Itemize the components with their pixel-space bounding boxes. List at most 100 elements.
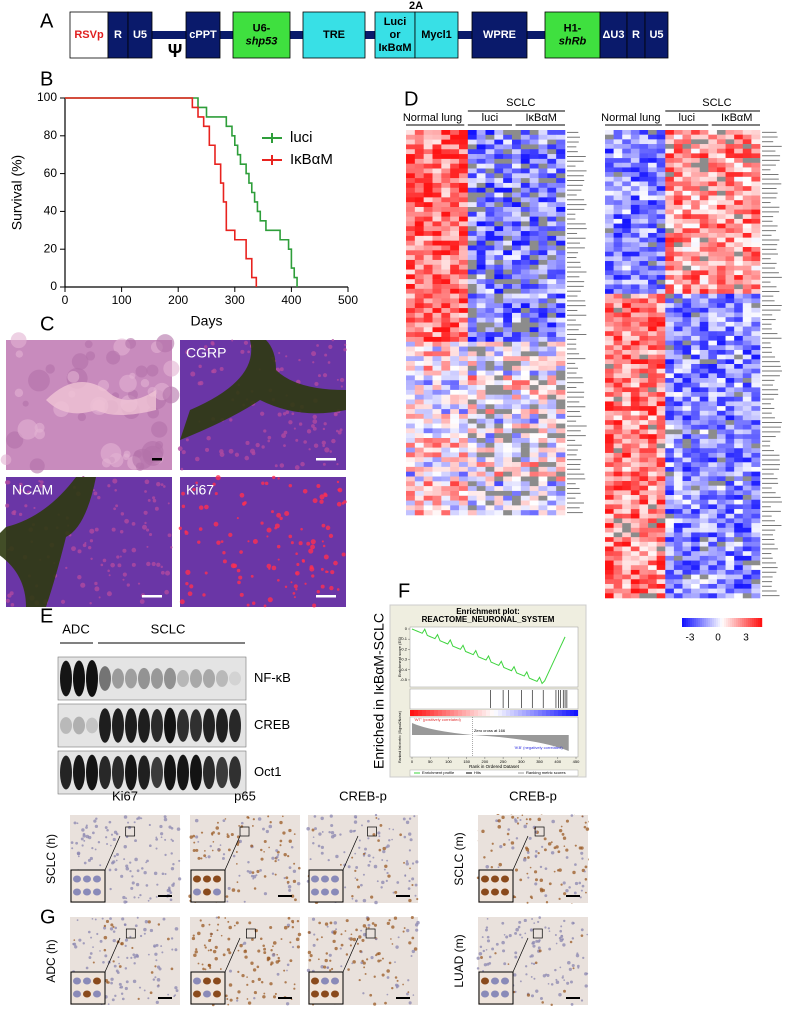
- nucleus: [117, 956, 120, 959]
- heatmap-cell: [467, 356, 477, 362]
- nucleus: [159, 824, 163, 829]
- heatmap-cell: [512, 207, 522, 213]
- heatmap-cell: [639, 200, 649, 206]
- heatmap-cell: [716, 504, 726, 510]
- nucleus: [115, 969, 119, 973]
- nucleus: [376, 880, 379, 883]
- es-tick-label: -0.5: [400, 677, 408, 682]
- heatmap-cell: [605, 158, 614, 164]
- heatmap-cell: [467, 149, 477, 155]
- heatmap-cell: [708, 368, 718, 374]
- nucleus: [408, 879, 411, 883]
- heatmap-cell: [673, 448, 683, 454]
- rank-bar: [550, 710, 555, 716]
- heatmap-cell: [494, 197, 504, 203]
- heatmap-cell: [605, 293, 614, 299]
- heatmap-cell: [476, 510, 486, 516]
- heatmap-cell: [734, 569, 744, 575]
- heatmap-cell: [622, 270, 632, 276]
- heatmap-cell: [742, 153, 752, 159]
- nucleus: [276, 953, 278, 956]
- heatmap-cell: [734, 560, 744, 566]
- heatmap-cell: [423, 298, 433, 304]
- heatmap-cell: [512, 351, 522, 357]
- cell: [272, 475, 276, 480]
- nucleus: [311, 828, 315, 832]
- heatmap-cell: [622, 429, 632, 435]
- heatmap-cell: [708, 214, 718, 220]
- heatmap-cell: [682, 289, 692, 295]
- heatmap-cell: [699, 158, 709, 164]
- heatmap-cell: [467, 486, 477, 492]
- heatmap-cell: [716, 541, 726, 547]
- heatmap-cell: [751, 359, 761, 365]
- heatmap-cell: [605, 261, 614, 267]
- heatmap-cell: [512, 298, 522, 304]
- heatmap-cell: [529, 317, 539, 323]
- tissue: [140, 378, 150, 388]
- nucleus: [375, 817, 378, 819]
- heatmap-cell: [605, 495, 614, 501]
- heatmap-cell: [613, 139, 623, 145]
- heatmap-cell: [459, 139, 469, 145]
- heatmap-cell: [613, 298, 623, 304]
- heatmap-cell: [423, 418, 433, 424]
- heatmap-cell: [556, 375, 566, 381]
- heatmap-cell: [716, 373, 726, 379]
- heatmap-cell: [716, 312, 726, 318]
- cell: [114, 489, 117, 492]
- rank-bar: [410, 710, 415, 716]
- heatmap-cell: [432, 298, 442, 304]
- band: [138, 708, 150, 743]
- nucleus: [73, 939, 76, 941]
- heatmap-cell: [414, 351, 424, 357]
- heatmap-cell: [476, 385, 486, 391]
- heatmap-cell: [476, 226, 486, 232]
- heatmap-cell: [716, 158, 726, 164]
- label: Ψ: [168, 41, 183, 61]
- heatmap-cell: [476, 418, 486, 424]
- nucleus: [408, 898, 412, 903]
- heatmap-cell: [622, 420, 632, 426]
- color-key: [734, 618, 737, 627]
- cell: [184, 531, 189, 535]
- heatmap-cell: [547, 490, 557, 497]
- heatmap-cell: [423, 481, 433, 487]
- heatmap-cell: [494, 346, 504, 352]
- heatmap-cell: [613, 200, 623, 206]
- heatmap-cell: [547, 312, 557, 318]
- nucleus: [409, 838, 413, 842]
- heatmap-cell: [630, 349, 640, 355]
- heatmap-cell: [467, 505, 477, 511]
- heatmap-cell: [708, 499, 718, 505]
- heatmap-cell: [622, 275, 632, 281]
- heatmap-cell: [665, 144, 675, 150]
- nucleus: [269, 821, 272, 824]
- heatmap-cell: [529, 293, 539, 299]
- heatmap-cell: [414, 418, 424, 424]
- heatmap-cell: [605, 223, 614, 229]
- heatmap-cell: [529, 466, 539, 472]
- heatmap-cell: [691, 270, 701, 276]
- heatmap-cell: [656, 223, 666, 229]
- heatmap-cell: [751, 382, 761, 388]
- nucleus: [246, 870, 250, 873]
- heatmap-cell: [414, 187, 424, 193]
- heatmap-cell: [630, 218, 640, 224]
- heatmap-cell: [734, 148, 744, 154]
- nucleus: [227, 937, 231, 941]
- heatmap-cell: [538, 259, 548, 266]
- nucleus: [330, 823, 334, 828]
- heatmap-cell: [520, 274, 530, 280]
- heatmap-cell: [708, 167, 718, 173]
- heatmap-cell: [648, 162, 657, 168]
- nucleus: [226, 833, 229, 836]
- heatmap-cell: [742, 382, 752, 388]
- heatmap-cell: [699, 546, 709, 552]
- heatmap-cell: [547, 442, 557, 448]
- heatmap-cell: [459, 264, 469, 270]
- heatmap-cell: [494, 370, 504, 376]
- heatmap-cell: [648, 298, 657, 304]
- heatmap-cell: [648, 593, 657, 599]
- heatmap-cell: [406, 462, 416, 468]
